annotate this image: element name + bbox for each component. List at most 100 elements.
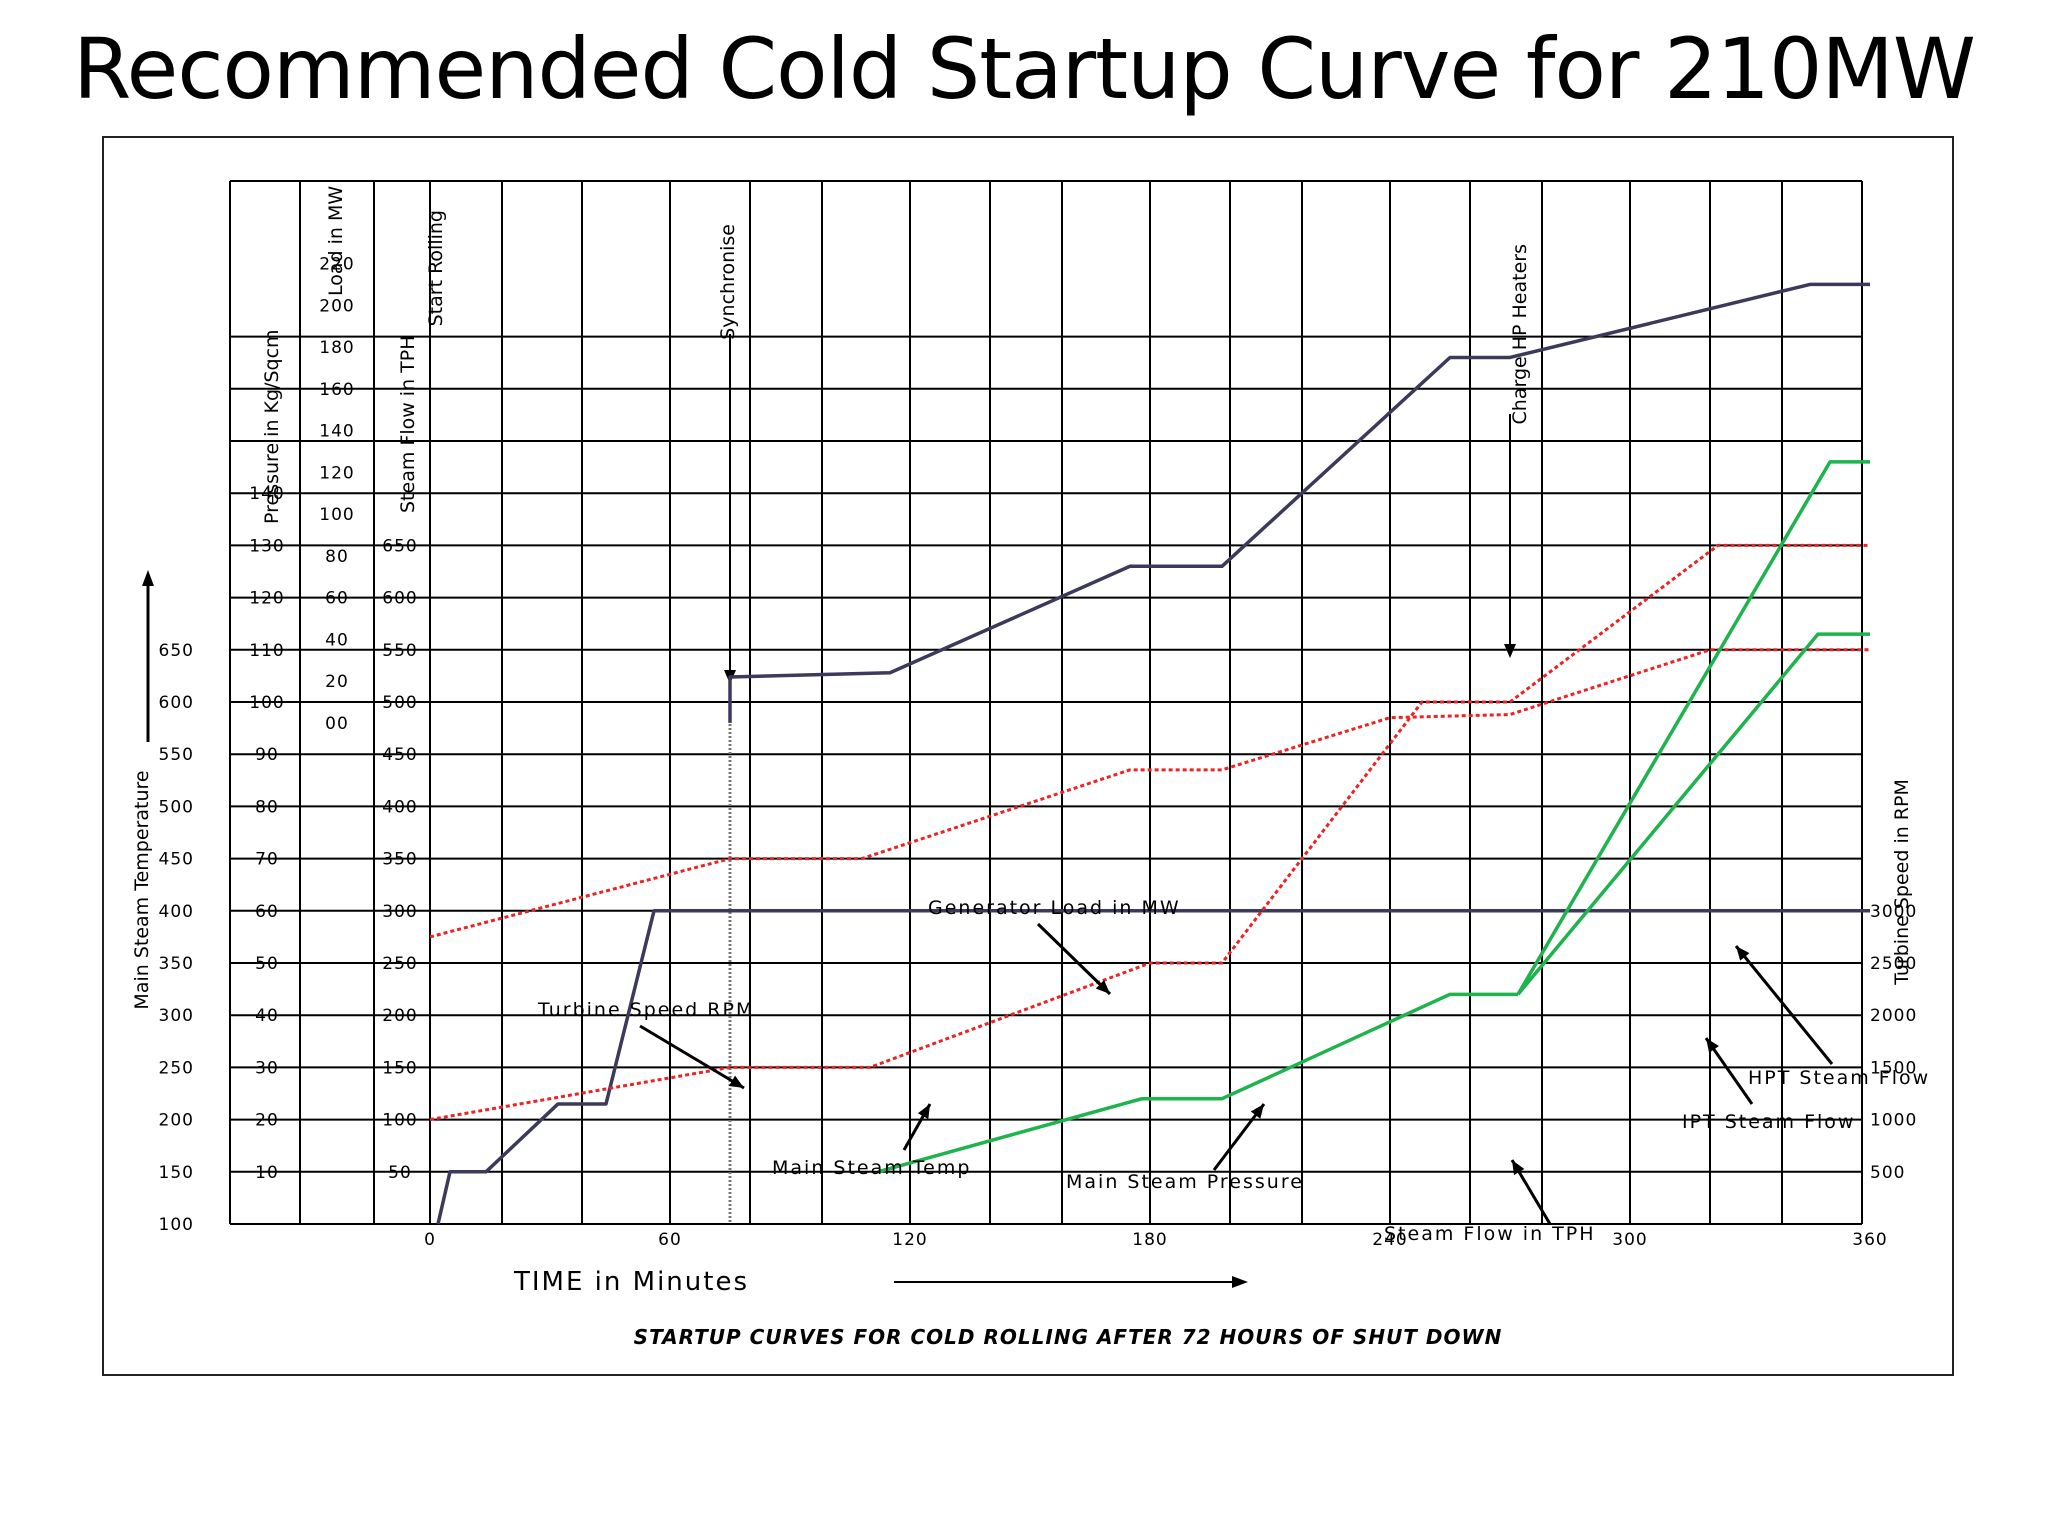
annotation-label: HPT Steam Flow [1748,1067,1930,1089]
temperature-tick-label: 150 [159,1163,194,1183]
steam-flow-tick-label: 400 [382,797,417,817]
steam-flow-tick-label: 300 [382,902,417,922]
speed-tick-label: 2500 [1870,954,1917,974]
series-ipt-steam-flow [1516,632,1870,996]
steam-flow-tick-label: 350 [382,850,417,870]
slide-title: Recommended Cold Startup Curve for 210MW [73,20,1976,118]
steam-flow-tick-label: 600 [382,589,417,609]
x-tick-label: 0 [424,1230,436,1250]
x-tick-label: 360 [1852,1230,1887,1250]
annotation-arrowhead [1095,979,1110,994]
load-tick-label: 120 [319,463,354,483]
pressure-tick-label: 110 [249,641,284,661]
x-tick-label: 180 [1132,1230,1167,1250]
speed-tick-label: 2000 [1870,1006,1917,1026]
load-tick-label: 160 [319,380,354,400]
annotations: Turbine Speed RPM Generator Load in MW Mai… [537,897,1930,1245]
load-tick-label: 140 [319,422,354,442]
steam-flow-tick-label: 650 [382,536,417,556]
load-tick-label: 220 [319,255,354,275]
annotation-arrowhead [1250,1104,1264,1119]
steam-flow-tick-label: 200 [382,1006,417,1026]
annotation-label: IPT Steam Flow [1682,1111,1855,1133]
speed-axis-title: Turbine Speed in RPM [1891,779,1913,986]
annotation-arrowhead [1706,1038,1719,1053]
pressure-axis-title: Pressure in Kg/Sqcm [261,329,283,524]
series-main-steam-pressure [429,543,1870,1122]
pressure-tick-label: 120 [249,589,284,609]
annotation-label: Main Steam Pressure [1066,1171,1304,1193]
annotation-leader [1734,945,1834,1065]
temperature-tick-label: 300 [159,1006,194,1026]
temperature-tick-label: 550 [159,745,194,765]
annotation-arrowhead [1512,1160,1525,1176]
pressure-tick-label: 130 [249,536,284,556]
pressure-tick-label: 90 [255,745,279,765]
series-generator-load-in-mw [728,282,1870,723]
temperature-axis-title: Main Steam Temperature [131,770,153,1009]
pressure-tick-label: 50 [255,954,279,974]
x-tick-label: 240 [1372,1230,1407,1250]
marker-label-charge-hp-heaters: Charge HP Heaters [1509,244,1531,424]
pressure-tick-label: 40 [255,1006,279,1026]
pressure-tick-label: 140 [249,484,284,504]
grid-lines [229,180,1863,1225]
steam-flow-tick-label: 550 [382,641,417,661]
temperature-tick-label: 100 [159,1215,194,1235]
load-tick-label: 00 [325,714,349,734]
steam-flow-tick-label: 500 [382,693,417,713]
load-tick-label: 80 [325,547,349,567]
temperature-tick-label: 200 [159,1111,194,1131]
load-axis-title: Load in MW [325,186,347,296]
temperature-tick-label: 250 [159,1058,194,1078]
speed-tick-label: 1500 [1870,1058,1917,1078]
annotation-label: Generator Load in MW [928,897,1181,919]
startup-curve-chart: 1001502002503003504004505005506006501020… [131,180,1930,1349]
x-axis-title: TIME in Minutes [513,1267,749,1297]
steam-flow-tick-label: 100 [382,1111,417,1131]
pressure-tick-label: 60 [255,902,279,922]
load-tick-label: 20 [325,672,349,692]
pressure-tick-label: 20 [255,1111,279,1131]
series-group [429,282,1870,1225]
speed-tick-label: 3000 [1870,902,1917,922]
x-tick-label: 60 [658,1230,682,1250]
load-tick-label: 200 [319,296,354,316]
speed-tick-label: 500 [1870,1163,1905,1183]
speed-tick-label: 1000 [1870,1111,1917,1131]
temperature-tick-label: 500 [159,797,194,817]
steam-flow-axis-title: Steam Flow in TPH [397,335,419,513]
annotation-label: Steam Flow in TPH [1384,1223,1596,1245]
load-tick-label: 180 [319,338,354,358]
steam-flow-tick-label: 150 [382,1058,417,1078]
annotation-label: Main Steam Temp [772,1157,971,1179]
chart-caption: STARTUP CURVES FOR COLD ROLLING AFTER 72… [634,1325,1503,1349]
load-tick-label: 40 [325,630,349,650]
temperature-tick-label: 450 [159,850,194,870]
temperature-tick-label: 350 [159,954,194,974]
annotation-leader [639,1024,745,1090]
annotation-arrowhead [917,1104,930,1120]
temperature-axis-arrowhead [142,570,154,586]
pressure-tick-label: 70 [255,850,279,870]
x-tick-label: 300 [1612,1230,1647,1250]
series-hpt-steam-flow [1516,460,1870,996]
marker-label-synchronise: Synchronise [717,224,739,340]
steam-flow-tick-label: 250 [382,954,417,974]
annotation-arrowhead [728,1075,744,1088]
x-axis-arrowhead [1232,1276,1248,1288]
chart-frame: 100 150 200 250 300 350 400 450 500 550 600 650 10 20… [102,136,1954,1376]
charge-hp-arrowhead [1504,644,1516,658]
annotation-label: Turbine Speed RPM [537,999,754,1021]
series-turbine-speed-rpm [436,909,1870,1225]
annotation-arrowhead [1736,946,1750,961]
pressure-tick-label: 30 [255,1058,279,1078]
steam-flow-tick-label: 50 [388,1163,412,1183]
temperature-tick-label: 600 [159,693,194,713]
load-tick-label: 100 [319,505,354,525]
pressure-tick-label: 80 [255,797,279,817]
temperature-tick-label: 400 [159,902,194,922]
marker-label-start-rolling: Start Rolling [425,210,447,326]
axis-tick-labels: 1001502002503003504004505005506006501020… [159,255,1917,1250]
temperature-tick-label: 650 [159,641,194,661]
